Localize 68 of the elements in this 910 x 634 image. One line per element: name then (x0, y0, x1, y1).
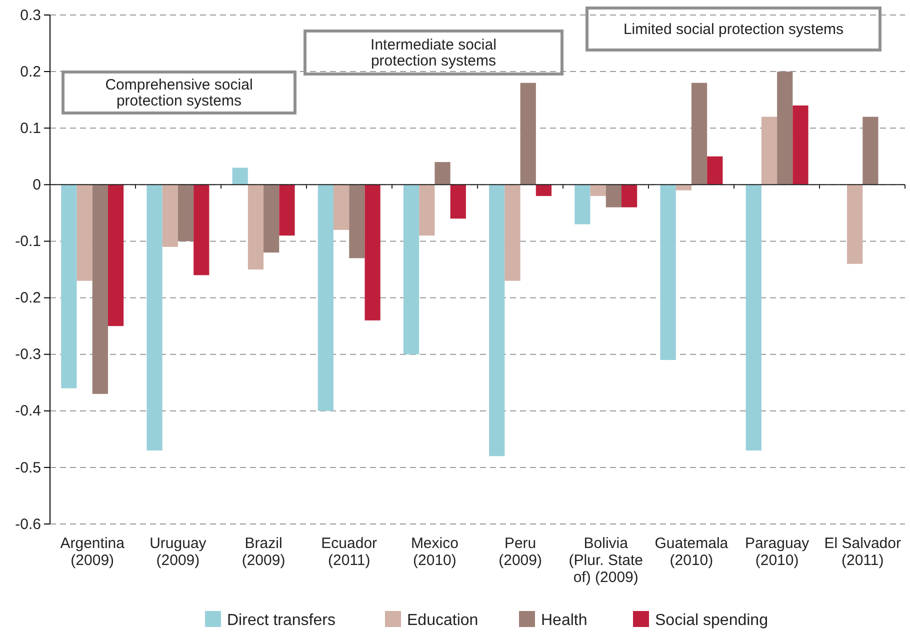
y-tick-label: -0.3 (15, 346, 41, 364)
annotation: Limited social protection systems (623, 21, 844, 38)
bar (349, 184, 365, 258)
bar (606, 184, 622, 208)
bar (520, 82, 536, 185)
bar (279, 184, 295, 236)
bar (746, 184, 762, 450)
y-tick-label: -0.4 (15, 402, 41, 420)
x-tick-label: Mexico (2010) (410, 535, 458, 569)
bar (707, 156, 723, 185)
bar (318, 184, 334, 411)
bar (76, 184, 92, 281)
bar (792, 105, 808, 185)
bar (434, 162, 450, 185)
legend-label: Direct transfers (227, 612, 336, 629)
bar (162, 184, 178, 247)
bar (450, 184, 466, 219)
bar (691, 82, 708, 185)
y-tick-label: 0 (32, 176, 41, 194)
x-tick-label: El Salvador (2011) (824, 535, 901, 569)
bar (403, 184, 420, 354)
bar (489, 184, 505, 456)
bar (761, 116, 778, 185)
note-box: Comprehensive social protection systems (62, 70, 296, 114)
bar (194, 184, 210, 276)
y-tick-label: -0.5 (15, 459, 41, 476)
y-tick-label: 0.2 (20, 63, 41, 80)
x-tick-label: Paraguay (2010) (744, 535, 810, 569)
legend-label: Health (541, 612, 588, 629)
bar (61, 184, 77, 388)
bar (847, 184, 863, 264)
bar (92, 184, 108, 394)
x-tick-label: Uruguay (2009) (150, 535, 207, 569)
bar (146, 184, 162, 450)
y-tick-label: -0.1 (15, 233, 41, 250)
bar (264, 184, 280, 253)
x-tick-label: Argentina (2009) (60, 535, 126, 569)
bar (178, 184, 194, 242)
x-tick-label: Peru (2009) (498, 535, 542, 569)
note-box: Intermediate social protection systems (304, 30, 564, 76)
bar (419, 184, 435, 236)
bar (574, 184, 590, 224)
bar (108, 184, 124, 326)
bar (676, 184, 692, 190)
bar (536, 184, 552, 196)
annotation: Comprehensive social protection systems (105, 76, 253, 110)
y-tick-label: -0.2 (15, 290, 41, 307)
bar (777, 72, 793, 185)
x-tick-label: Brazil (2009) (242, 535, 286, 569)
legend-label: Education (407, 612, 478, 629)
y-tick-label: 0.1 (20, 120, 41, 137)
note-box: Limited social protection systems (586, 6, 882, 52)
x-tick-label: Guatemala (2010) (654, 535, 729, 569)
bar (232, 168, 248, 185)
bar (622, 184, 638, 208)
y-tick-label: -0.6 (15, 516, 41, 533)
bar (248, 184, 264, 270)
bar (334, 184, 350, 230)
y-tick-label: 0.3 (20, 6, 41, 24)
bar (862, 116, 878, 185)
legend-label: Social spending (655, 612, 768, 629)
x-tick-label: Ecuador (2011) (321, 535, 378, 569)
bar (364, 184, 380, 320)
bar (504, 184, 520, 281)
x-tick-label: Bolivia (Plur. State of) (2009) (568, 535, 643, 586)
annotation: Intermediate social protection systems (370, 36, 496, 70)
bar (590, 184, 606, 196)
bar (660, 184, 676, 360)
